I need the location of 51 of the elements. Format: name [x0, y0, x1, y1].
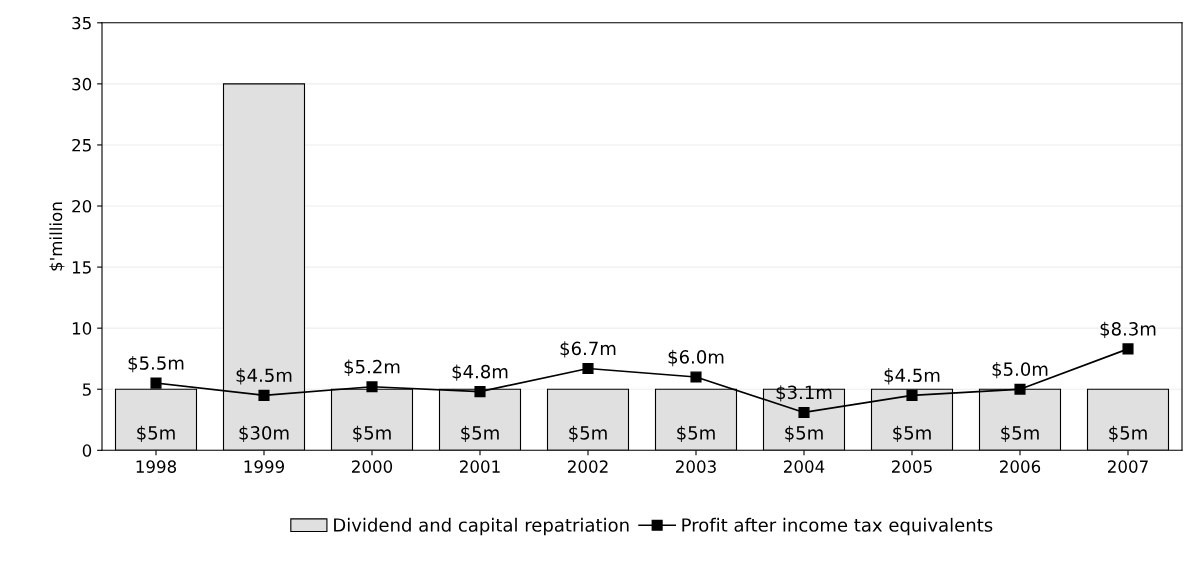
x-tick-label: 2006: [1000, 460, 1041, 473]
point: [366, 381, 378, 393]
y-axis-title: $'million: [49, 202, 65, 271]
data-label: $5.2m: [344, 359, 400, 376]
point: [258, 389, 270, 401]
data-label: $4.5m: [884, 368, 940, 385]
data-label: $5m: [1001, 425, 1039, 443]
data-label: $4.8m: [452, 364, 508, 381]
y-tick-label: 15: [72, 261, 91, 274]
point: [1122, 343, 1134, 355]
data-label: $5m: [569, 425, 607, 443]
data-label: $5m: [461, 425, 499, 443]
legend-label: Dividend and capital repatriation: [334, 517, 629, 536]
data-label: $5m: [137, 425, 175, 443]
data-label: $6.0m: [668, 349, 724, 367]
data-label: $5m: [353, 425, 391, 443]
data-label: $5m: [677, 425, 715, 443]
point: [582, 362, 594, 375]
x-tick-label: 2003: [676, 460, 716, 473]
y-tick-label: 10: [72, 322, 92, 335]
data-label: $8.3m: [1100, 321, 1156, 339]
x-tick-label: 2004: [784, 460, 825, 473]
point: [1014, 383, 1026, 395]
y-tick-label: 30: [72, 77, 92, 91]
point: [906, 389, 918, 401]
data-label: $30m: [239, 425, 289, 443]
x-tick-label: 2001: [460, 460, 500, 473]
x-tick-label: 2007: [1108, 460, 1148, 473]
y-tick-label: 5: [82, 383, 91, 396]
data-label: $5.0m: [992, 361, 1048, 379]
data-label: $3.1m: [776, 385, 832, 402]
data-label: $5m: [785, 425, 823, 443]
data-label: $6.7m: [560, 341, 616, 358]
x-tick-label: 2000: [352, 460, 393, 473]
point: [798, 406, 810, 418]
y-tick-label: 0: [82, 444, 92, 457]
x-tick-label: 2002: [568, 460, 608, 473]
y-tick-label: 20: [72, 199, 92, 213]
point: [150, 377, 162, 389]
data-label: $5m: [893, 425, 931, 443]
y-tick-label: 35: [72, 16, 91, 30]
point: [474, 386, 486, 398]
data-label: $5m: [1109, 425, 1147, 443]
legend-label: Profit after income tax equivalents: [682, 517, 993, 536]
x-tick-label: 1998: [136, 460, 177, 473]
x-tick-label: 1999: [244, 460, 285, 473]
data-label: $4.5m: [236, 368, 292, 385]
point: [690, 371, 702, 383]
data-label: $5.5m: [128, 355, 184, 373]
x-tick-label: 2005: [892, 460, 932, 473]
y-tick-label: 25: [72, 138, 91, 152]
